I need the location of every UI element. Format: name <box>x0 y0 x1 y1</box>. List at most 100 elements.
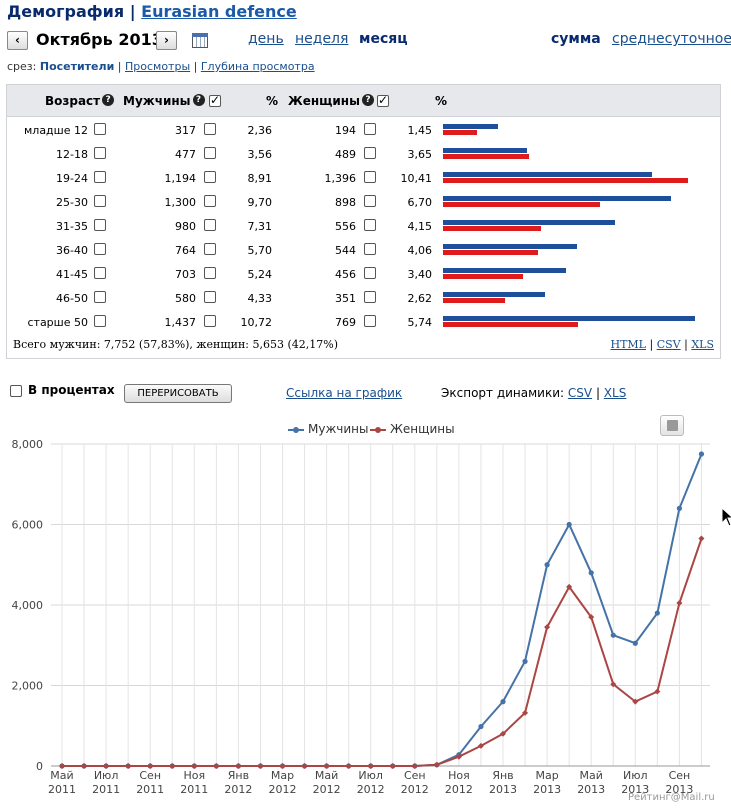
data-point-men <box>566 521 572 528</box>
men-checkbox[interactable] <box>204 291 216 303</box>
export-html-link[interactable]: HTML <box>610 338 646 351</box>
age-checkbox[interactable] <box>94 291 106 303</box>
mode-average-link[interactable]: среднесуточное <box>612 31 731 47</box>
data-point-women <box>125 763 132 769</box>
dynamics-xls-link[interactable]: XLS <box>603 386 627 400</box>
women-percent: 2,62 <box>407 292 433 305</box>
age-checkbox[interactable] <box>94 123 106 135</box>
men-percent: 7,31 <box>247 220 273 233</box>
men-count: 980 <box>175 220 196 233</box>
women-checkbox[interactable] <box>364 171 376 183</box>
print-icon[interactable] <box>660 415 684 436</box>
women-share-bar <box>443 178 688 183</box>
data-point-women <box>279 763 286 769</box>
age-checkbox[interactable] <box>94 219 106 231</box>
data-point-women <box>433 761 440 768</box>
age-checkbox[interactable] <box>94 147 106 159</box>
table-row: 19-24 1,194 8,91 1,396 10,41 <box>7 166 720 190</box>
women-checkbox[interactable] <box>364 147 376 159</box>
women-checkbox[interactable] <box>364 291 376 303</box>
percent-checkbox[interactable] <box>10 384 22 397</box>
data-point-women <box>455 753 462 760</box>
women-checkbox[interactable] <box>364 219 376 231</box>
demography-table: Возраст? Мужчины? % Женщины? % младше 12… <box>6 84 721 359</box>
graph-link[interactable]: Ссылка на график <box>286 386 403 400</box>
x-tick-label: 2012 <box>445 783 473 796</box>
period-day-link[interactable]: день <box>248 31 284 47</box>
men-checkbox[interactable] <box>204 171 216 183</box>
prev-month-button[interactable]: ‹ <box>7 31 28 50</box>
help-icon[interactable]: ? <box>192 94 205 106</box>
period-week-link[interactable]: неделя <box>295 31 349 47</box>
men-percent: 5,24 <box>247 268 273 281</box>
help-icon[interactable]: ? <box>102 94 115 106</box>
women-checkbox[interactable] <box>364 267 376 279</box>
redraw-button[interactable]: ПЕРЕРИСОВАТЬ <box>124 384 232 403</box>
data-point-men <box>544 562 550 568</box>
data-point-men <box>676 505 683 511</box>
men-checkbox[interactable] <box>204 267 216 279</box>
women-count: 556 <box>335 220 356 233</box>
women-percent: 3,65 <box>407 148 433 161</box>
export-csv-link[interactable]: CSV <box>656 338 681 351</box>
men-count: 580 <box>175 292 196 305</box>
data-point-women <box>676 599 683 606</box>
women-checkbox[interactable] <box>364 123 376 135</box>
women-checkbox[interactable] <box>364 243 376 255</box>
x-tick-label: 2013 <box>489 783 517 796</box>
series-line-men <box>62 453 703 767</box>
age-checkbox[interactable] <box>94 267 106 279</box>
slice-views-link[interactable]: Просмотры <box>125 60 191 73</box>
age-checkbox[interactable] <box>94 195 106 207</box>
women-share-bar <box>443 154 529 159</box>
slice-visitors-current: Посетители <box>39 60 115 73</box>
women-count: 544 <box>335 244 356 257</box>
men-all-checkbox[interactable] <box>209 93 221 107</box>
age-label: 19-24 <box>56 172 88 185</box>
calendar-icon[interactable] <box>192 33 208 48</box>
x-tick-label: 2011 <box>92 783 120 796</box>
export-separator: | <box>649 338 654 351</box>
data-point-women <box>411 763 418 769</box>
legend-women[interactable]: Женщины <box>370 422 455 436</box>
x-tick-label: Сен <box>669 769 691 782</box>
men-percent: 8,91 <box>247 172 273 185</box>
age-checkbox[interactable] <box>94 315 106 327</box>
women-checkbox[interactable] <box>364 195 376 207</box>
women-share-bar <box>443 298 505 303</box>
men-checkbox[interactable] <box>204 147 216 159</box>
x-tick-label: Май <box>50 769 73 782</box>
dynamics-csv-link[interactable]: CSV <box>567 386 593 400</box>
x-tick-label: 2013 <box>533 783 561 796</box>
help-icon[interactable]: ? <box>361 94 374 106</box>
export-xls-link[interactable]: XLS <box>691 338 714 351</box>
x-tick-label: Ноя <box>183 769 205 782</box>
export-separator: | <box>684 338 688 351</box>
men-count: 1,194 <box>164 172 197 185</box>
section-title: Демография <box>7 2 125 21</box>
women-all-checkbox[interactable] <box>377 93 389 107</box>
data-point-women <box>191 763 198 769</box>
data-point-women <box>147 763 154 769</box>
women-percent: 6,70 <box>407 196 433 209</box>
x-tick-label: 2013 <box>621 783 649 796</box>
women-share-bar <box>443 130 478 135</box>
men-checkbox[interactable] <box>204 315 216 327</box>
y-tick-label: 4,000 <box>12 599 44 612</box>
men-checkbox[interactable] <box>204 243 216 255</box>
site-link[interactable]: Eurasian defence <box>141 2 297 21</box>
data-point-women <box>323 763 330 769</box>
women-checkbox[interactable] <box>364 315 376 327</box>
age-checkbox[interactable] <box>94 171 106 183</box>
next-month-button[interactable]: › <box>156 31 177 50</box>
table-row: 36-40 764 5,70 544 4,06 <box>7 238 720 262</box>
men-checkbox[interactable] <box>204 219 216 231</box>
men-checkbox[interactable] <box>204 195 216 207</box>
x-tick-label: Янв <box>492 769 513 782</box>
legend-men[interactable]: Мужчины <box>288 422 368 436</box>
men-checkbox[interactable] <box>204 123 216 135</box>
percent-toggle[interactable]: В процентах <box>10 383 115 397</box>
age-checkbox[interactable] <box>94 243 106 255</box>
slice-depth-link[interactable]: Глубина просмотра <box>200 60 315 73</box>
women-count: 351 <box>335 292 356 305</box>
